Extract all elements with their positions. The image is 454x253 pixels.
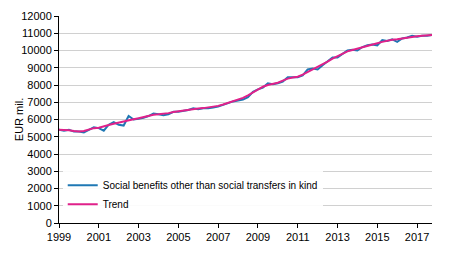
svg-text:Social benefits other than soc: Social benefits other than social transf…	[103, 180, 318, 191]
svg-text:6000: 6000	[27, 113, 51, 125]
svg-text:3000: 3000	[27, 165, 51, 177]
svg-text:9000: 9000	[27, 62, 51, 74]
svg-text:2005: 2005	[166, 231, 190, 243]
svg-text:2007: 2007	[206, 231, 230, 243]
svg-text:2009: 2009	[246, 231, 270, 243]
svg-text:2011: 2011	[286, 231, 310, 243]
svg-text:5000: 5000	[27, 131, 51, 143]
svg-text:4000: 4000	[27, 148, 51, 160]
svg-text:2001: 2001	[87, 231, 111, 243]
svg-text:0: 0	[46, 217, 52, 229]
svg-text:11000: 11000	[22, 27, 52, 39]
svg-text:Trend: Trend	[103, 199, 129, 210]
svg-text:2015: 2015	[365, 231, 389, 243]
svg-text:1999: 1999	[47, 231, 71, 243]
svg-text:1000: 1000	[27, 200, 51, 212]
svg-text:10000: 10000	[21, 44, 52, 56]
svg-text:2017: 2017	[405, 231, 429, 243]
svg-text:12000: 12000	[21, 10, 52, 22]
svg-text:8000: 8000	[27, 79, 51, 91]
svg-text:2000: 2000	[27, 182, 51, 194]
svg-text:2003: 2003	[126, 231, 150, 243]
svg-text:2013: 2013	[325, 231, 349, 243]
svg-text:7000: 7000	[27, 96, 51, 108]
svg-text:EUR mil.: EUR mil.	[13, 98, 25, 141]
